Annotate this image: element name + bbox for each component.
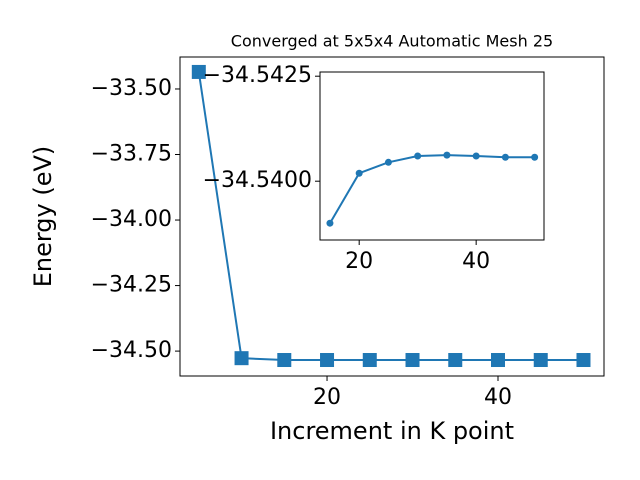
marker [576,353,591,368]
series-line [197,71,584,362]
marker [405,353,420,368]
y-axis-label: Energy (eV) [29,146,57,288]
x-tick-label: 40 [462,249,490,274]
marker [443,151,451,159]
marker [448,353,463,368]
marker [326,219,334,227]
y-tick-label: −34.25 [91,273,172,298]
x-tick-label: 20 [345,249,373,274]
y-tick-label: −33.75 [91,142,172,167]
marker [355,169,363,177]
y-tick-label: −33.50 [91,76,172,101]
marker [277,353,292,368]
marker [501,153,509,161]
y-tick-label: −34.5400 [203,168,312,193]
marker [472,152,480,160]
marker [234,351,249,366]
axes-frame [179,56,605,377]
marker [320,353,335,368]
marker [414,152,422,160]
x-axis-label: Increment in K point [270,417,514,445]
x-tick-label: 40 [484,385,512,410]
y-tick-label: −34.00 [91,207,172,232]
axes-frame [319,71,545,241]
marker [384,158,392,166]
marker [491,353,505,368]
series-line [329,154,535,224]
y-tick-label: −34.5425 [203,63,312,88]
y-tick-label: −34.50 [91,338,172,363]
marker [191,64,206,79]
chart-title: Converged at 5x5x4 Automatic Mesh 25 [231,32,553,51]
marker [533,353,548,368]
marker [362,353,377,368]
marker [531,153,539,161]
x-tick-label: 20 [313,385,341,410]
